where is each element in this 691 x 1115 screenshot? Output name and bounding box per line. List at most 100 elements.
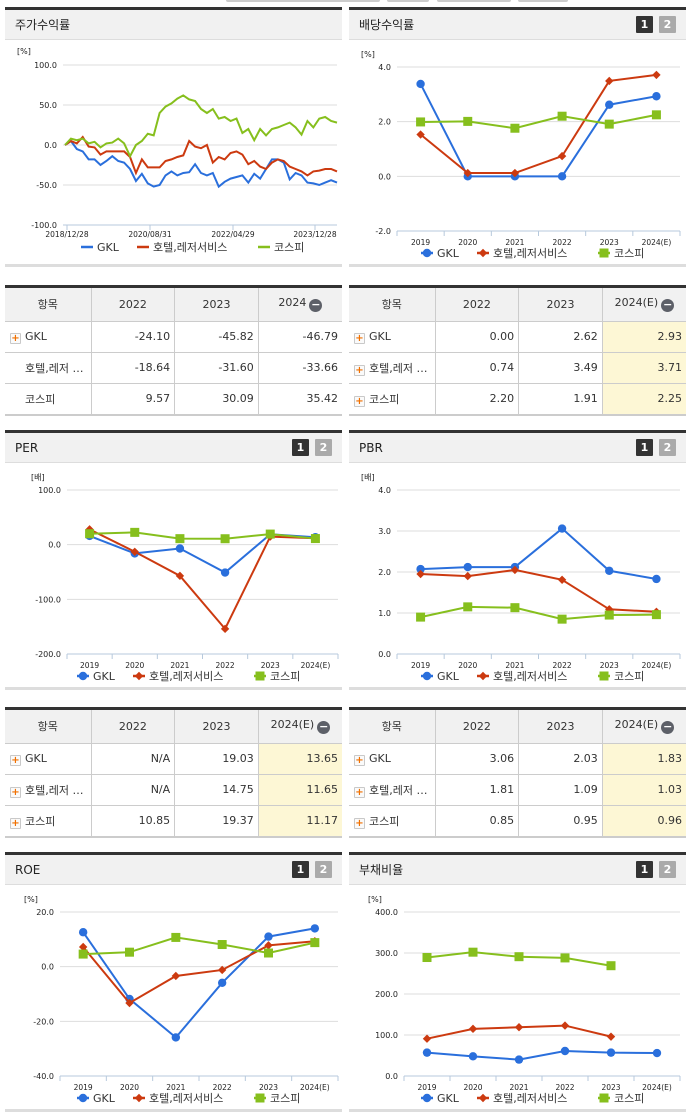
page-2-button[interactable]: 2 (659, 16, 676, 33)
svg-text:-40.0: -40.0 (33, 1072, 54, 1081)
expand-icon[interactable]: + (10, 786, 21, 798)
table-cell: 1.83 (602, 743, 686, 775)
expand-icon[interactable]: + (10, 754, 21, 766)
svg-text:2019: 2019 (417, 1083, 436, 1092)
row-label: + GKL (349, 321, 436, 353)
svg-text:2020: 2020 (458, 238, 477, 247)
table-row: +호텔,레저 …-18.64-31.60-33.66 (5, 352, 342, 384)
page-1-button[interactable]: 1 (292, 861, 309, 878)
svg-text:[%]: [%] (17, 47, 31, 56)
svg-text:2024(E): 2024(E) (642, 661, 672, 670)
expand-icon[interactable]: + (354, 364, 365, 376)
svg-text:GKL: GKL (93, 1092, 116, 1105)
panel-title: 배당수익률 (359, 18, 415, 32)
page-2-button[interactable]: 2 (659, 439, 676, 456)
square-marker-icon (599, 671, 609, 681)
page-1-button[interactable]: 1 (636, 861, 653, 878)
svg-text:400.0: 400.0 (375, 908, 398, 917)
table-cell: 9.57 (91, 383, 176, 414)
expand-icon[interactable]: + (354, 332, 365, 344)
page-1-button[interactable]: 1 (292, 439, 309, 456)
svg-text:20.0: 20.0 (36, 908, 54, 917)
series-0 (422, 1046, 662, 1064)
page-1-button[interactable]: 1 (636, 16, 653, 33)
panel-title: PBR (359, 440, 383, 455)
table-cell: N/A (91, 743, 176, 775)
diamond-marker-icon (652, 70, 661, 80)
expand-icon[interactable]: + (354, 754, 365, 766)
page-2-button[interactable]: 2 (659, 861, 676, 878)
top-tab[interactable] (226, 0, 380, 2)
svg-text:2024(E): 2024(E) (300, 1083, 330, 1092)
column-header: 2023 (174, 710, 259, 744)
circle-marker-icon (557, 172, 567, 181)
square-marker-icon (255, 671, 265, 681)
circle-marker-icon (422, 248, 432, 258)
series-1 (416, 70, 661, 178)
table-cell: 30.09 (174, 383, 259, 414)
collapse-icon[interactable]: − (309, 298, 323, 313)
collapse-icon[interactable]: − (317, 720, 331, 735)
svg-text:100.0: 100.0 (38, 486, 61, 495)
svg-text:300.0: 300.0 (375, 949, 398, 958)
chart-per: [배] 100.0 0.0 -100.0 -200.0 2019 2020 2021 2022 2… (5, 463, 342, 687)
row-label: +호텔,레저 … (349, 352, 436, 384)
svg-text:2023: 2023 (261, 661, 280, 670)
circle-marker-icon (463, 562, 472, 572)
diamond-marker-icon (264, 941, 273, 950)
column-header: 2022 (91, 288, 176, 322)
chart-legend: GKL 호텔,레저서비스 코스피 (77, 670, 300, 683)
square-marker-icon (557, 614, 567, 624)
svg-text:2021: 2021 (166, 1083, 185, 1092)
row-label: +호텔,레저 … (5, 352, 92, 384)
svg-text:호텔,레저서비스: 호텔,레저서비스 (493, 1092, 567, 1105)
circle-marker-icon (557, 524, 567, 533)
column-header: 2023 (518, 288, 603, 322)
series-2 (422, 947, 616, 971)
collapse-icon[interactable]: − (661, 298, 675, 313)
chart-pager: 1 2 (636, 861, 676, 878)
svg-text:100.0: 100.0 (375, 1031, 398, 1040)
square-marker-icon (220, 534, 230, 544)
column-header: 2023 (518, 710, 603, 744)
row-label: +코스피 (349, 383, 436, 414)
square-marker-icon (217, 940, 227, 950)
table-cell: 13.65 (258, 743, 342, 775)
square-marker-icon (85, 529, 95, 539)
collapse-icon[interactable]: − (661, 720, 675, 735)
expand-icon[interactable]: + (354, 817, 365, 829)
page-1-button[interactable]: 1 (636, 439, 653, 456)
table-cell: 19.03 (174, 743, 259, 775)
svg-text:2020/08/31: 2020/08/31 (128, 230, 171, 239)
page-2-button[interactable]: 2 (315, 861, 332, 878)
square-marker-icon (125, 947, 134, 957)
top-tab[interactable] (387, 0, 429, 2)
top-tab[interactable] (518, 0, 568, 2)
svg-text:코스피: 코스피 (614, 1092, 644, 1105)
svg-text:GKL: GKL (97, 241, 120, 254)
column-header: 2022 (435, 288, 520, 322)
table-cell: 19.37 (174, 805, 259, 836)
square-marker-icon (265, 529, 275, 539)
top-tab[interactable] (437, 0, 511, 2)
svg-text:코스피: 코스피 (270, 670, 300, 683)
series-1 (422, 1021, 616, 1043)
table-cell: 2.25 (602, 383, 686, 414)
square-marker-icon (560, 953, 570, 963)
svg-text:2021: 2021 (170, 661, 189, 670)
svg-text:2021: 2021 (505, 238, 524, 247)
svg-text:200.0: 200.0 (375, 990, 398, 999)
page-2-button[interactable]: 2 (315, 439, 332, 456)
expand-icon[interactable]: + (10, 332, 21, 344)
expand-icon[interactable]: + (354, 786, 365, 798)
expand-icon[interactable]: + (10, 817, 21, 829)
table-row: + 코스피 0.85 0.95 0.96 (349, 805, 686, 836)
table-cell: -45.82 (174, 321, 259, 353)
column-header: 항목 (349, 710, 436, 744)
svg-text:2021: 2021 (509, 1083, 528, 1092)
expand-icon[interactable]: + (354, 395, 365, 407)
svg-text:2019: 2019 (80, 661, 99, 670)
circle-marker-icon (416, 564, 425, 574)
svg-text:2023/12/28: 2023/12/28 (293, 230, 336, 239)
column-header: 항목 (5, 288, 92, 322)
